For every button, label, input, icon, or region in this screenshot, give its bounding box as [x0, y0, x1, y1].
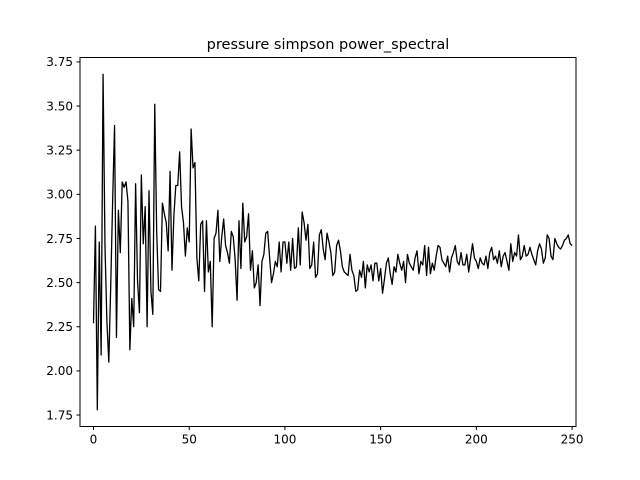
- y-tick-label: 2.75: [46, 232, 73, 246]
- x-tick-label: 150: [369, 433, 392, 447]
- x-tick-label: 0: [90, 433, 98, 447]
- y-tick-label: 3.00: [46, 188, 73, 202]
- y-axis: 1.75 2.00 2.25 2.50 2.75 3.00 3.25 3.50 3.75: [46, 55, 80, 422]
- data-series-line: [92, 73, 573, 411]
- y-tick-label: 1.75: [46, 408, 73, 422]
- y-tick-label: 3.75: [46, 55, 73, 69]
- x-tick-label: 200: [465, 433, 488, 447]
- x-tick-label: 100: [273, 433, 296, 447]
- chart-title: pressure simpson power_spectral: [207, 37, 450, 53]
- y-tick-label: 2.50: [46, 276, 73, 290]
- x-axis: 0 50 100 150 200 250: [90, 426, 584, 447]
- y-tick-label: 2.00: [46, 364, 73, 378]
- x-tick-label: 50: [182, 433, 197, 447]
- y-tick-label: 2.25: [46, 320, 73, 334]
- y-tick-label: 3.25: [46, 143, 73, 157]
- x-tick-label: 250: [561, 433, 584, 447]
- y-tick-label: 3.50: [46, 99, 73, 113]
- plot-area-frame: [79, 57, 577, 427]
